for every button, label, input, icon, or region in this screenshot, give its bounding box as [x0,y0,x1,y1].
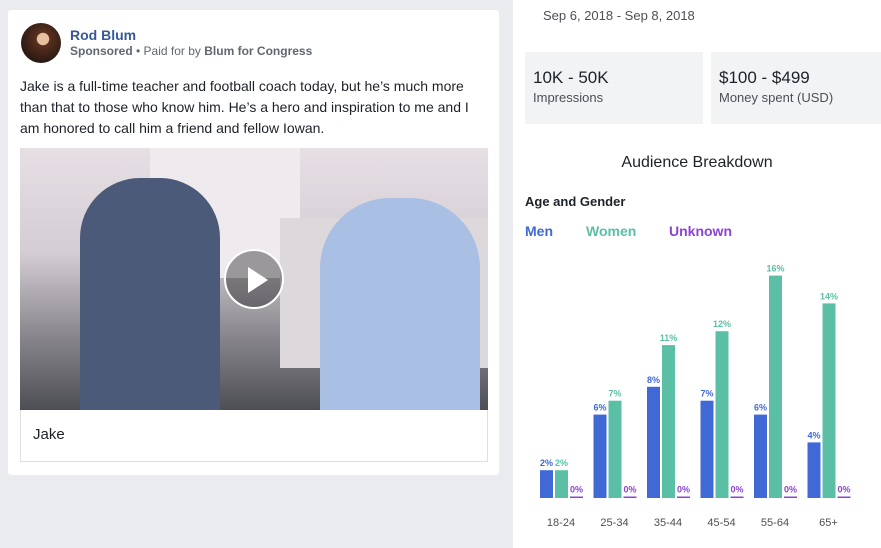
x-tick-label: 65+ [819,517,838,529]
post-text: Jake is a full-time teacher and football… [20,78,469,136]
paid-prefix: • Paid for by [132,44,205,58]
x-tick-label: 55-64 [761,517,789,529]
data-label: 2% [555,458,568,468]
bar-men-18-24 [540,470,553,498]
spent-value: $100 - $499 [719,68,810,87]
bar-men-35-44 [647,386,660,498]
data-label: 7% [700,389,713,399]
impressions-label: Impressions [533,90,604,105]
data-label: 4% [807,430,820,440]
bar-unknown-55-64 [784,496,797,498]
data-label: 12% [713,319,731,329]
data-label: 14% [820,291,838,301]
data-label: 6% [754,403,767,413]
data-label: 0% [623,485,636,495]
video-person-left [80,178,220,410]
data-label: 0% [730,485,743,495]
bar-unknown-45-54 [730,496,744,498]
payer-name: Blum for Congress [204,44,313,58]
bar-women-18-24 [555,470,568,498]
bar-unknown-25-34 [623,496,637,498]
x-tick-label: 35-44 [654,517,682,529]
age-gender-chart: 2% 2%0%18-246%7%0%25-348%11%0%35-447%12%0… [540,264,851,529]
data-label: 6% [593,403,606,413]
data-label: 0% [784,485,797,495]
spent-label: Money spent (USD) [719,90,834,105]
video-person-right [320,198,480,410]
video-player[interactable] [20,148,488,410]
data-label: 7% [608,389,621,399]
bar-men-55-64 [754,414,767,498]
legend-women: Women [586,223,637,239]
bar-women-45-54 [715,331,729,498]
legend-unknown: Unknown [669,223,732,239]
video-caption: Jake [20,410,488,462]
author-name[interactable]: Rod Blum [70,27,137,43]
sponsored-label: Sponsored [70,44,133,58]
bar-unknown-35-44 [677,496,690,498]
legend-men: Men [525,223,553,239]
x-tick-label: 18-24 [547,517,575,529]
data-label: 0% [570,485,583,495]
audience-title: Audience Breakdown [621,154,773,171]
bar-men-45-54 [700,400,714,498]
bar-women-35-44 [662,345,675,498]
x-tick-label: 45-54 [707,517,735,529]
bar-women-55-64 [769,275,782,498]
bar-men-65+ [807,442,821,498]
avatar[interactable] [21,23,61,63]
bar-men-25-34 [593,414,607,498]
spent-box: $100 - $499 Money spent (USD) [711,52,881,124]
data-label: 0% [677,485,690,495]
sponsor-line: Sponsored • Paid for by Blum for Congres… [70,44,312,58]
age-gender-heading: Age and Gender [525,194,626,209]
data-label: 16% [766,264,784,274]
data-label: 11% [660,333,678,343]
bar-women-65+ [822,303,836,498]
impressions-box: 10K - 50K Impressions [525,52,703,124]
bar-women-25-34 [608,400,622,498]
ad-card: Rod Blum Sponsored • Paid for by Blum fo… [8,10,499,475]
data-label: 2% [540,458,553,468]
impressions-value: 10K - 50K [533,68,609,87]
bar-unknown-65+ [837,496,851,498]
date-range: Sep 6, 2018 - Sep 8, 2018 [543,8,695,23]
bar-unknown-18-24 [570,496,583,498]
data-label: 0% [837,485,850,495]
data-label: 8% [647,375,660,385]
play-icon[interactable] [224,249,284,309]
x-tick-label: 25-34 [600,517,628,529]
